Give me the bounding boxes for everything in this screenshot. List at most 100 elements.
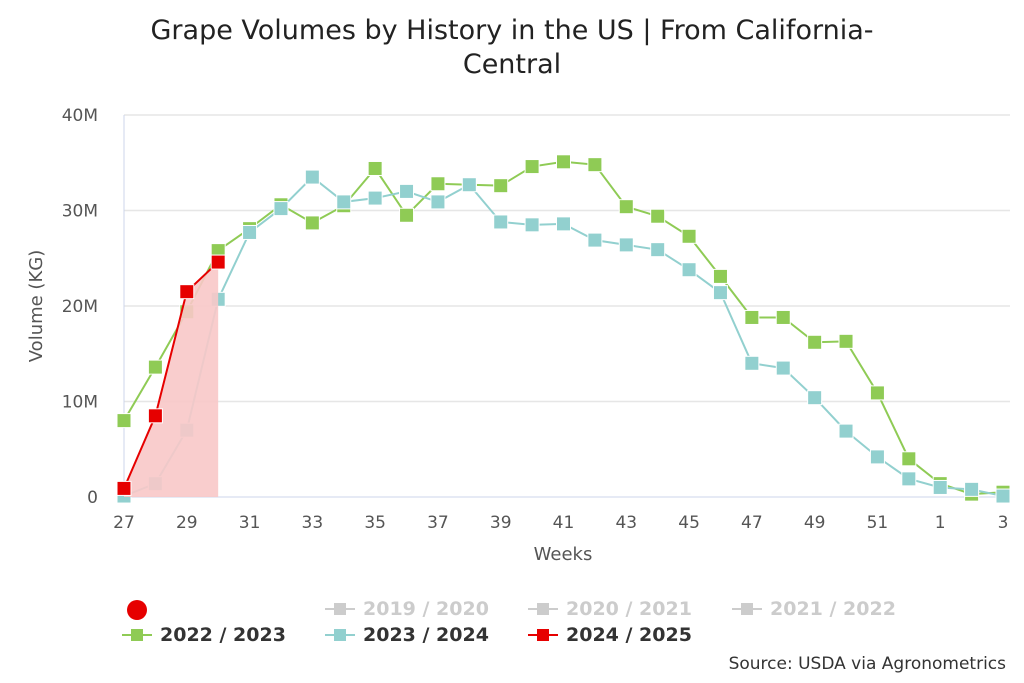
data-point (995, 488, 1011, 504)
legend-label: 2019 / 2020 (363, 598, 489, 620)
data-point (493, 214, 509, 230)
data-point (304, 169, 320, 185)
data-point (901, 451, 917, 467)
data-point (399, 183, 415, 199)
data-point (399, 207, 415, 223)
data-point (901, 471, 917, 487)
y-tick-label: 10M (62, 393, 98, 413)
legend-item[interactable]: 2023 / 2024 (325, 624, 489, 646)
x-tick-label: 51 (867, 513, 889, 533)
data-point (712, 268, 728, 284)
data-point (681, 262, 697, 278)
x-tick-label: 33 (302, 513, 324, 533)
y-axis-label: Volume (KG) (26, 250, 47, 362)
x-axis-label: Weeks (534, 544, 593, 565)
legend-square-marker-icon (732, 602, 762, 616)
data-point (618, 237, 634, 253)
x-tick-label: 49 (804, 513, 826, 533)
legend-label: 2021 / 2022 (770, 598, 896, 620)
legend-square-marker-icon (122, 628, 152, 642)
x-tick-label: 3 (998, 513, 1009, 533)
data-point (556, 154, 571, 170)
data-point (807, 334, 823, 350)
legend-marker-dot (127, 600, 147, 620)
data-point (838, 423, 854, 439)
series-2023-2024 (116, 169, 1011, 504)
data-point (807, 390, 823, 406)
data-point (869, 449, 885, 465)
x-tick-label: 39 (490, 513, 512, 533)
data-point (775, 360, 791, 376)
data-point (712, 285, 728, 301)
x-tick-label: 41 (553, 513, 575, 533)
legend-item[interactable]: 2024 / 2025 (528, 624, 692, 646)
data-point (932, 479, 948, 495)
data-point (587, 157, 603, 173)
data-point (116, 480, 132, 496)
x-tick-label: 47 (741, 513, 763, 533)
data-point (524, 159, 540, 175)
x-tick-label: 1 (935, 513, 946, 533)
legend-label: 2022 / 2023 (160, 624, 286, 646)
data-point (116, 413, 132, 429)
data-point (147, 359, 163, 375)
data-point (650, 242, 666, 258)
x-tick-label: 31 (239, 513, 261, 533)
source-credit: Source: USDA via Agronometrics (728, 654, 1006, 674)
series-area (124, 262, 219, 497)
series-line (123, 160, 1004, 496)
data-point (367, 160, 383, 176)
data-point (210, 254, 226, 270)
data-point (869, 385, 885, 401)
legend-square-marker-icon (528, 602, 558, 616)
data-point (524, 217, 540, 233)
data-point (618, 199, 634, 215)
x-tick-label: 43 (615, 513, 637, 533)
data-point (493, 178, 509, 194)
data-point (964, 481, 980, 497)
data-point (304, 215, 320, 231)
legend-label: 2024 / 2025 (566, 624, 692, 646)
legend-item[interactable]: 2019 / 2020 (325, 598, 489, 620)
data-point (147, 408, 163, 424)
legend-square-marker-icon (325, 628, 355, 642)
data-point (430, 194, 446, 210)
chart-title: Grape Volumes by History in the US | Fro… (0, 14, 1024, 82)
legend-item[interactable]: 2022 / 2023 (122, 624, 286, 646)
x-tick-label: 35 (364, 513, 386, 533)
series-2024-2025 (116, 254, 226, 497)
data-point (273, 201, 289, 217)
legend-item[interactable]: 2020 / 2021 (528, 598, 692, 620)
legend-item[interactable]: 2021 / 2022 (732, 598, 896, 620)
legend-square-marker-icon (325, 602, 355, 616)
y-tick-label: 0 (87, 488, 98, 508)
y-tick-label: 30M (62, 202, 98, 222)
data-point (650, 208, 666, 224)
x-tick-label: 27 (113, 513, 135, 533)
data-point (336, 194, 352, 210)
data-point (681, 228, 697, 244)
title-line-2: Central (462, 49, 562, 80)
series-2022-2023 (116, 154, 1011, 502)
data-point (461, 177, 477, 193)
data-point (744, 355, 760, 371)
red-dot-icon (127, 600, 147, 620)
x-tick-label: 29 (176, 513, 198, 533)
x-tick-label: 45 (678, 513, 700, 533)
data-point (367, 190, 383, 206)
data-point (838, 333, 854, 349)
data-point (179, 284, 195, 300)
y-tick-label: 40M (62, 106, 98, 126)
series-line (123, 261, 219, 489)
title-line-1: Grape Volumes by History in the US | Fro… (150, 15, 874, 46)
legend-label: 2020 / 2021 (566, 598, 692, 620)
data-point (775, 309, 791, 325)
data-point (744, 309, 760, 325)
legend-square-marker-icon (528, 628, 558, 642)
data-point (242, 224, 258, 240)
data-point (556, 216, 571, 232)
data-point (430, 176, 446, 192)
x-tick-label: 37 (427, 513, 449, 533)
legend-label: 2023 / 2024 (363, 624, 489, 646)
